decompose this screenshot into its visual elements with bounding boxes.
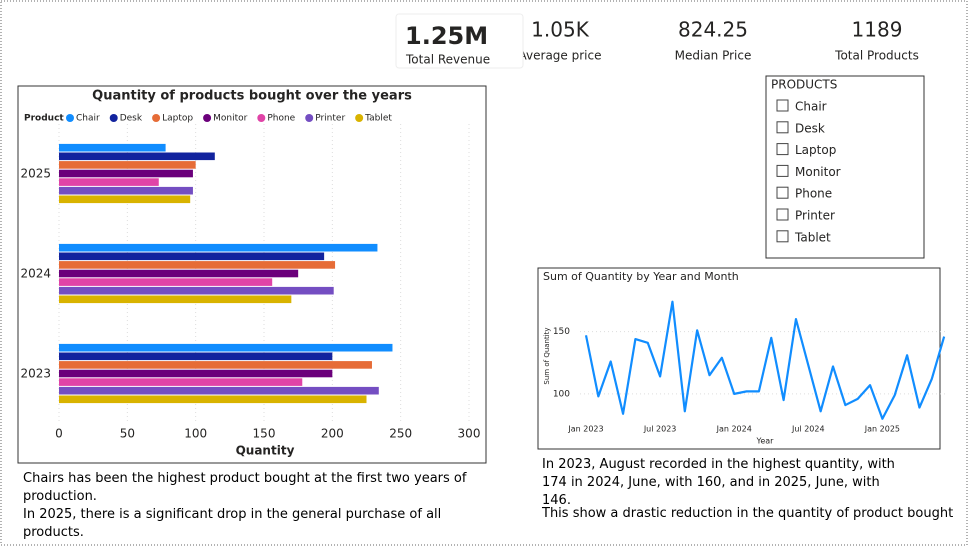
kpi-value: 824.25 [678, 18, 748, 42]
bar [59, 295, 292, 304]
x-axis-title: Quantity [236, 444, 295, 458]
y-tick-label: 2025 [20, 167, 51, 181]
kpi-value: 1.25M [405, 22, 488, 50]
legend-marker [152, 114, 161, 122]
slicer-item[interactable]: Desk [795, 121, 825, 135]
kpi-card [395, 13, 524, 69]
note: Chairs has been the highest product boug… [23, 471, 467, 504]
x-tick-label: Jul 2023 [643, 425, 677, 434]
line [584, 300, 946, 420]
bar [59, 286, 334, 295]
chart-title: Sum of Quantity by Year and Month [543, 270, 739, 283]
legend-label: Chair [76, 114, 100, 124]
kpi-label: Median Price [675, 49, 752, 63]
bar [59, 343, 393, 352]
legend-label: Phone [267, 114, 295, 124]
checkbox[interactable] [776, 230, 789, 243]
bar [59, 169, 193, 178]
x-tick-label: 50 [120, 427, 135, 441]
slicer-title: PRODUCTS [771, 78, 837, 92]
checkbox[interactable] [776, 99, 789, 112]
bar [59, 386, 379, 395]
legend-marker [109, 114, 118, 122]
legend-marker [203, 114, 212, 122]
slicer-item[interactable]: Monitor [795, 165, 841, 179]
bar [59, 186, 193, 195]
legend-marker [355, 114, 364, 122]
bar [59, 143, 166, 152]
kpi-value: 1189 [852, 18, 903, 42]
x-tick-label: Jan 2024 [716, 425, 752, 434]
bar [59, 378, 303, 386]
x-tick-label: 0 [55, 427, 63, 441]
checkbox[interactable] [776, 186, 789, 199]
x-axis-title: Year [756, 437, 775, 446]
slicer-frame [765, 75, 925, 259]
legend-marker [257, 114, 266, 122]
legend-label: Printer [315, 114, 345, 124]
kpi-label: Total Products [834, 49, 919, 63]
y-axis-title: Sum of Quantity [543, 327, 551, 384]
checkbox[interactable] [776, 208, 789, 221]
y-tick-label: 150 [553, 327, 570, 337]
bar [59, 261, 336, 269]
bar [59, 152, 215, 161]
x-tick-label: 250 [389, 427, 412, 441]
chart-title: Quantity of products bought over the yea… [92, 89, 412, 104]
bar [59, 195, 191, 204]
legend-title: Product [24, 114, 64, 124]
x-tick-label: 200 [321, 427, 344, 441]
kpi-label: Total Revenue [405, 53, 490, 67]
kpi-label: Average price [519, 49, 602, 63]
legend-marker [305, 114, 314, 122]
slicer-item[interactable]: Laptop [795, 143, 836, 157]
slicer-item[interactable]: Chair [795, 100, 827, 114]
kpi-value: 1.05K [531, 18, 590, 42]
legend-label: Desk [120, 114, 143, 124]
slicer-item[interactable]: Tablet [794, 230, 831, 244]
checkbox[interactable] [776, 143, 789, 156]
note: In 2025, there is a significant drop in … [23, 507, 442, 540]
bar [59, 161, 196, 169]
legend-marker [66, 114, 74, 122]
bar [59, 269, 299, 278]
checkbox[interactable] [776, 121, 789, 134]
legend-label: Tablet [364, 114, 392, 124]
x-tick-label: Jul 2024 [791, 425, 825, 434]
bar [59, 361, 372, 369]
checkbox[interactable] [776, 164, 789, 177]
bar [59, 369, 333, 378]
slicer-item[interactable]: Phone [795, 187, 832, 201]
x-tick-label: Jan 2025 [864, 425, 900, 434]
bar [59, 178, 159, 186]
x-tick-label: Jan 2023 [567, 425, 603, 434]
y-tick-label: 2024 [20, 267, 51, 281]
slicer-item[interactable]: Printer [795, 209, 835, 223]
y-tick-label: 100 [553, 389, 570, 399]
y-tick-label: 2023 [20, 367, 51, 381]
bar [59, 252, 325, 261]
bar [59, 243, 378, 252]
legend-label: Monitor [213, 114, 248, 124]
bar [59, 352, 333, 361]
x-tick-label: 300 [458, 427, 481, 441]
x-tick-label: 100 [184, 427, 207, 441]
bar [59, 395, 367, 404]
bar [59, 278, 273, 286]
legend-label: Laptop [162, 114, 193, 124]
x-tick-label: 150 [253, 427, 276, 441]
note: This show a drastic reduction in the qua… [542, 506, 954, 521]
line-chart-frame [537, 267, 941, 450]
note: In 2023, August recorded in the highest … [542, 457, 895, 508]
